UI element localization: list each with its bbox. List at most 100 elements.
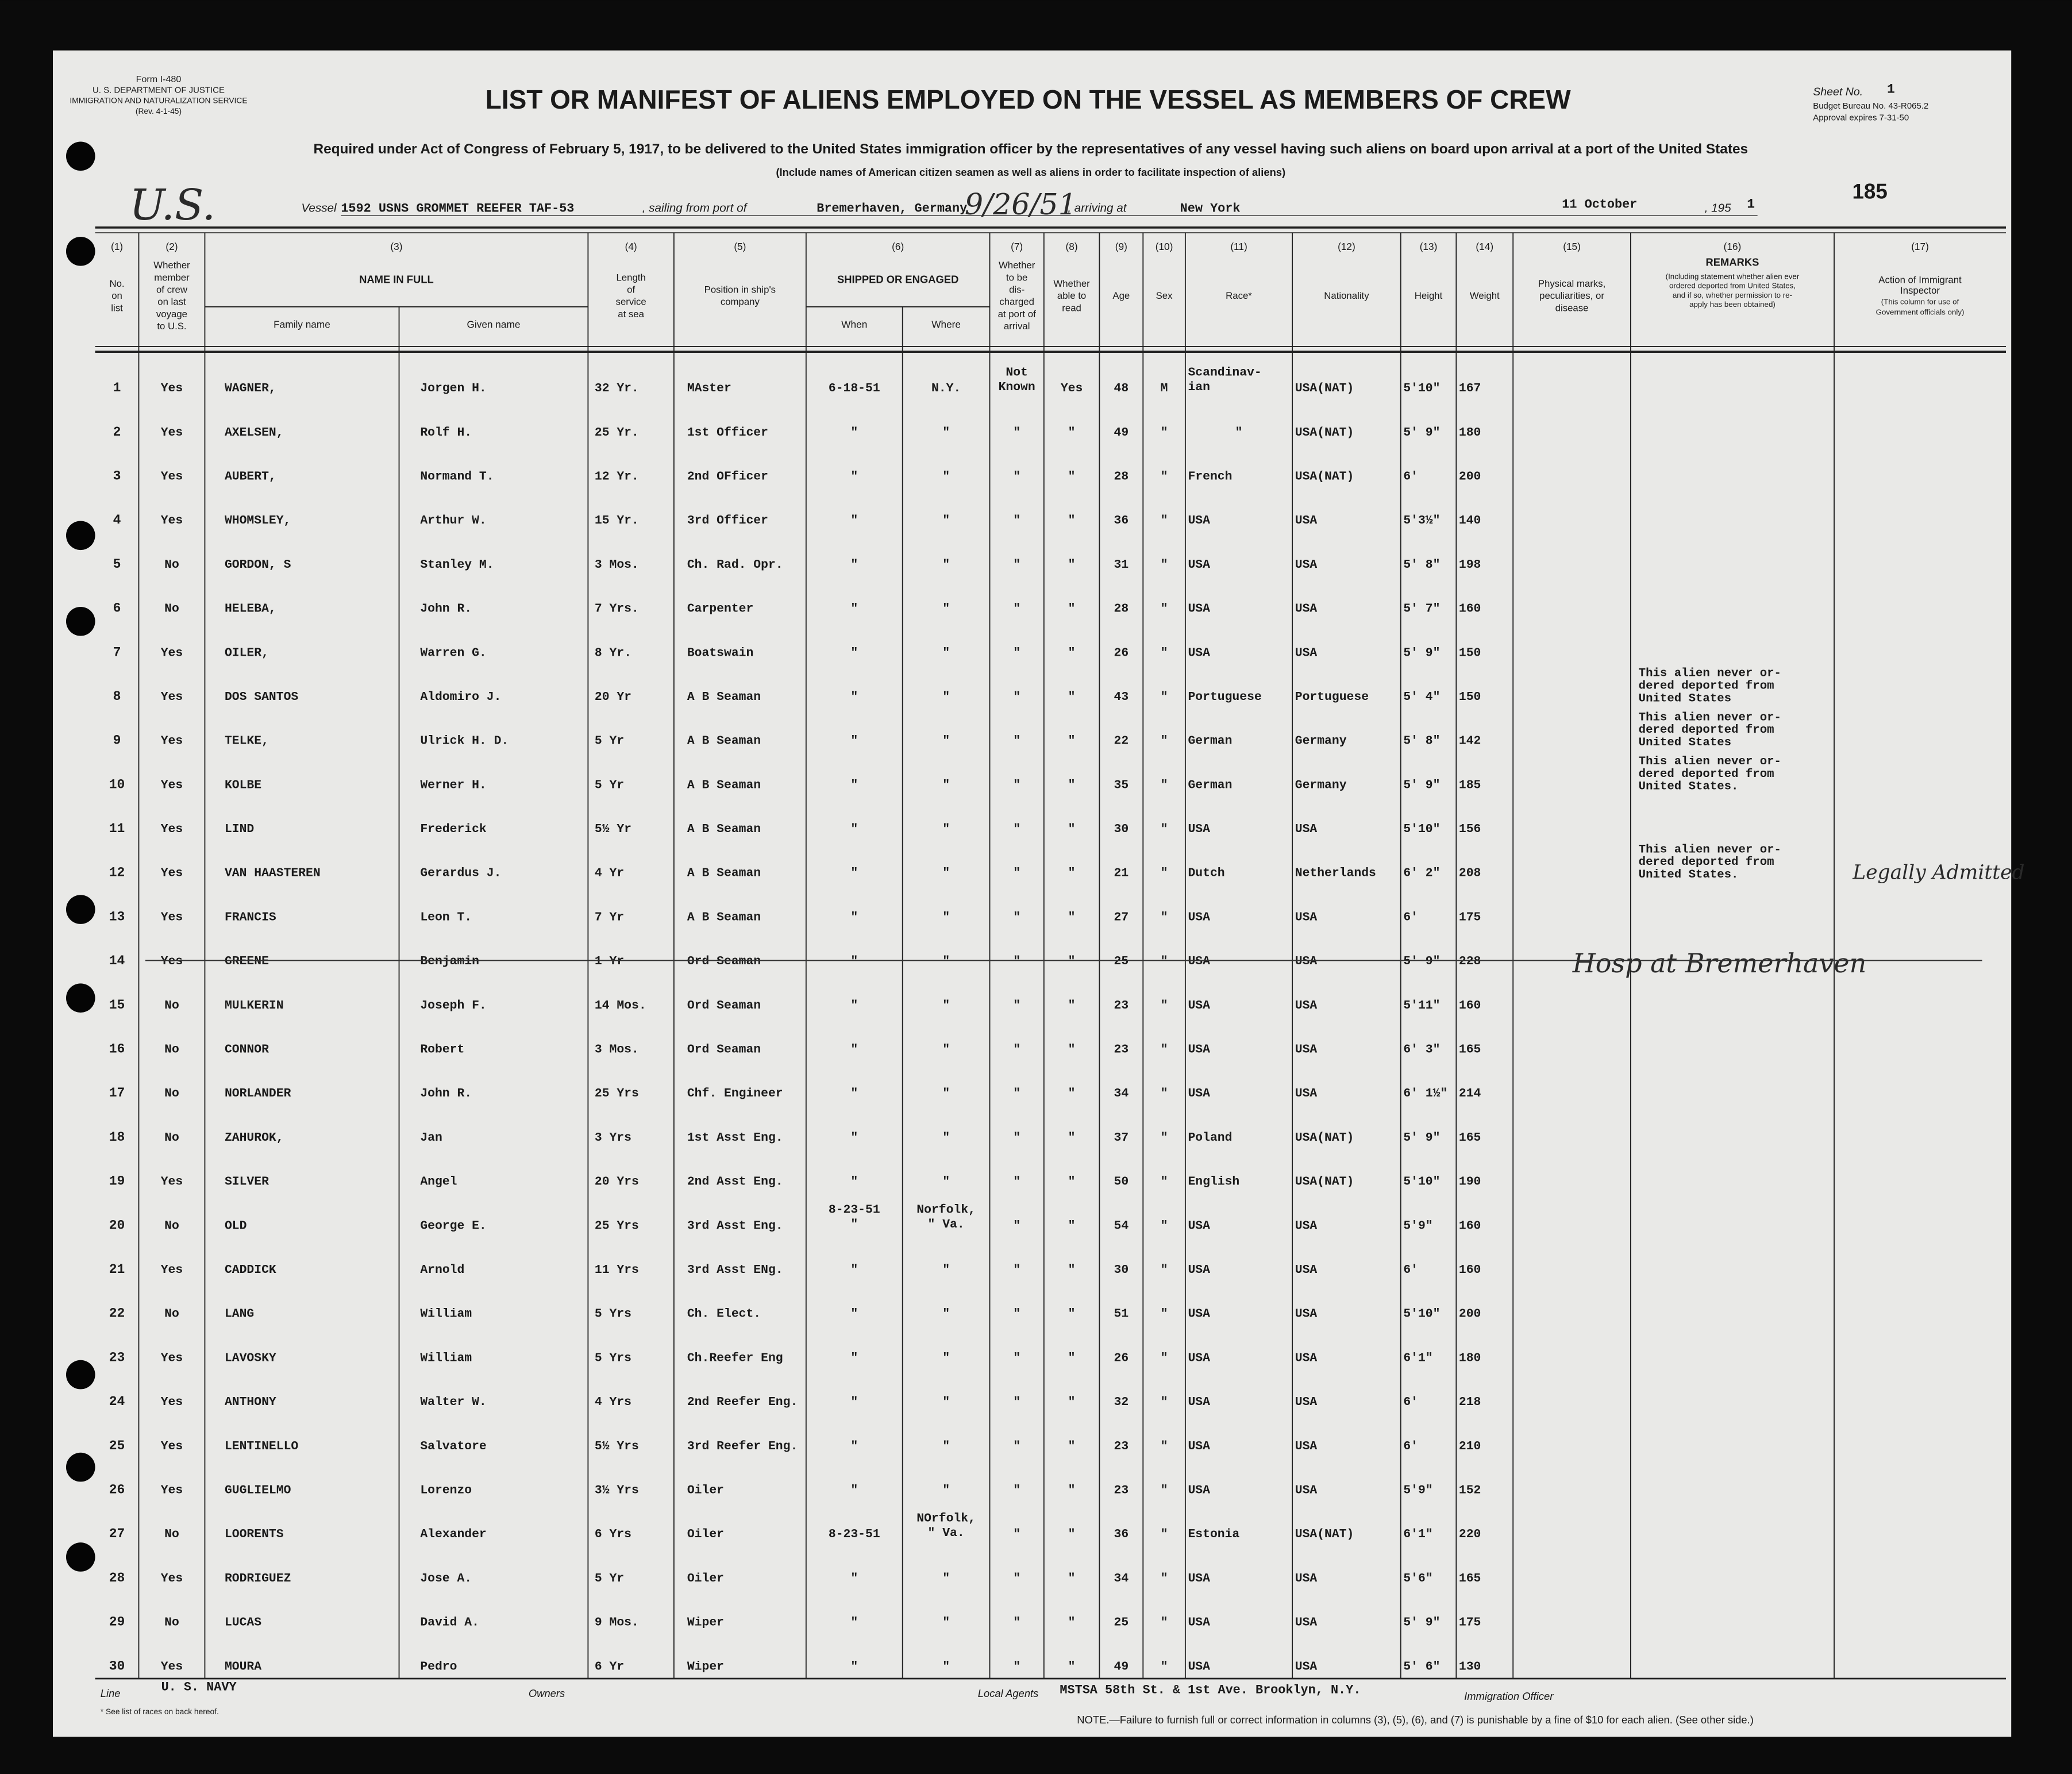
- column-label: able to: [1057, 290, 1086, 301]
- column-sublabel: When: [841, 319, 867, 330]
- instructions: (Include names of American citizen seame…: [776, 166, 1285, 178]
- column-number: (7): [1011, 241, 1023, 252]
- cell-dis: ": [1013, 514, 1020, 528]
- cell-dis: ": [1013, 778, 1020, 792]
- cell-read: ": [1068, 1087, 1076, 1100]
- cell-where: ": [942, 470, 950, 483]
- cell-dis: ": [1013, 1572, 1020, 1586]
- cell-giv: Jan: [420, 1131, 442, 1145]
- remark: This alien never or-: [1639, 711, 1781, 724]
- cell-dis: ": [1013, 1263, 1020, 1277]
- cell-where: ": [942, 1175, 950, 1189]
- vessel-name: 1592 USNS GROMMET REEFER TAF-53: [341, 201, 574, 216]
- cell-dis: ": [1013, 1440, 1020, 1453]
- cell-svc: 20 Yrs: [595, 1175, 639, 1189]
- column-label: dis-: [1009, 284, 1025, 295]
- cell-giv: Walter W.: [420, 1395, 486, 1409]
- cell-fam: FRANCIS: [225, 910, 276, 924]
- arriving-label: , arriving at: [1068, 201, 1127, 214]
- cell-svc: 5 Yrs: [595, 1307, 631, 1321]
- cell-age: 23: [1114, 999, 1129, 1013]
- cell-wt: 160: [1459, 1219, 1481, 1233]
- column-number: (12): [1338, 241, 1355, 252]
- cell-svc: 7 Yrs.: [595, 602, 639, 616]
- paper: [52, 50, 2012, 1737]
- cell-pos: Ch. Rad. Opr.: [687, 558, 783, 572]
- cell-read: ": [1068, 1263, 1076, 1277]
- cell-where: Norfolk,: [916, 1203, 976, 1217]
- cell-svc: 5½ Yrs: [595, 1440, 639, 1453]
- cell-ht: 6' 1½": [1403, 1087, 1447, 1100]
- cell-m: Yes: [161, 382, 183, 395]
- cell-when: ": [850, 734, 858, 748]
- cell-nat: Germany: [1295, 778, 1347, 792]
- cell-sex: ": [1161, 1440, 1168, 1453]
- cell-dis: ": [1013, 910, 1020, 924]
- cell-m: Yes: [161, 822, 183, 836]
- cell-age: 26: [1114, 646, 1129, 660]
- column-number: (13): [1420, 241, 1438, 252]
- cell-read: ": [1068, 1527, 1076, 1541]
- cell-n: 9: [113, 733, 121, 748]
- cell-n: 7: [113, 645, 121, 660]
- cell-n: 16: [109, 1042, 125, 1057]
- column-label: and if so, whether permission to re-: [1673, 291, 1792, 299]
- cell-sex: ": [1161, 867, 1168, 880]
- cell-wt: 175: [1459, 1616, 1481, 1630]
- cell-fam: LIND: [225, 822, 254, 836]
- cell-svc: 3 Mos.: [595, 558, 639, 572]
- cell-read: ": [1068, 1440, 1076, 1453]
- cell-race: USA: [1188, 955, 1210, 968]
- cell-giv: Frederick: [420, 822, 487, 836]
- cell-ht: 5' 9": [1403, 1616, 1440, 1630]
- cell-m: No: [164, 602, 179, 616]
- cell-race: USA: [1188, 602, 1210, 616]
- cell-ht: 5'9": [1403, 1219, 1432, 1233]
- column-label: Physical marks,: [1538, 278, 1605, 289]
- cell-fam: AXELSEN,: [225, 426, 284, 440]
- cell-dis: ": [1013, 426, 1020, 440]
- remark: dered deported from: [1639, 856, 1774, 869]
- cell-n: 22: [109, 1306, 125, 1321]
- sailing-label: , sailing from port of: [642, 201, 748, 214]
- column-label: read: [1062, 302, 1081, 313]
- cell-race: ": [1235, 426, 1243, 440]
- cell-when: ": [850, 1043, 858, 1057]
- cell-pos: A B Seaman: [687, 822, 761, 836]
- officer-label: Immigration Officer: [1464, 1690, 1554, 1702]
- cell-pos: 1st Asst Eng.: [687, 1131, 783, 1145]
- cell-nat: USA: [1295, 1616, 1318, 1630]
- cell-giv: Benjamin: [420, 955, 479, 968]
- column-label: NAME IN FULL: [359, 274, 434, 286]
- cell-m: No: [164, 1616, 179, 1630]
- cell-race: ian: [1188, 380, 1210, 394]
- cell-wt: 220: [1459, 1527, 1481, 1541]
- column-number: (14): [1476, 241, 1493, 252]
- cell-n: 11: [109, 821, 125, 836]
- cell-pos: A B Seaman: [687, 867, 761, 880]
- cell-wt: 165: [1459, 1131, 1481, 1145]
- cell-svc: 14 Mos.: [595, 999, 646, 1013]
- cell-wt: 160: [1459, 1263, 1481, 1277]
- column-label: Government officials only): [1876, 308, 1965, 317]
- cell-when: ": [850, 1572, 858, 1586]
- cell-svc: 25 Yr.: [595, 426, 639, 440]
- column-label: Length: [616, 272, 645, 283]
- column-label: Height: [1415, 290, 1443, 301]
- approval: Approval expires 7-31-50: [1813, 113, 1909, 123]
- cell-giv: Leon T.: [420, 910, 472, 924]
- cell-read: ": [1068, 602, 1076, 616]
- cell-when: ": [850, 1395, 858, 1409]
- cell-n: 28: [109, 1571, 125, 1586]
- cell-m: Yes: [161, 1175, 183, 1189]
- cell-m: No: [164, 1307, 179, 1321]
- sheet-number: 1: [1887, 82, 1895, 97]
- cell-n: 6: [113, 601, 121, 616]
- cell-wt: 198: [1459, 558, 1481, 572]
- cell-race: USA: [1188, 1572, 1210, 1586]
- cell-giv: John R.: [420, 602, 472, 616]
- cell-ht: 5' 8": [1403, 734, 1440, 748]
- column-label: peculiarities, or: [1539, 290, 1604, 301]
- column-label: on: [111, 290, 122, 301]
